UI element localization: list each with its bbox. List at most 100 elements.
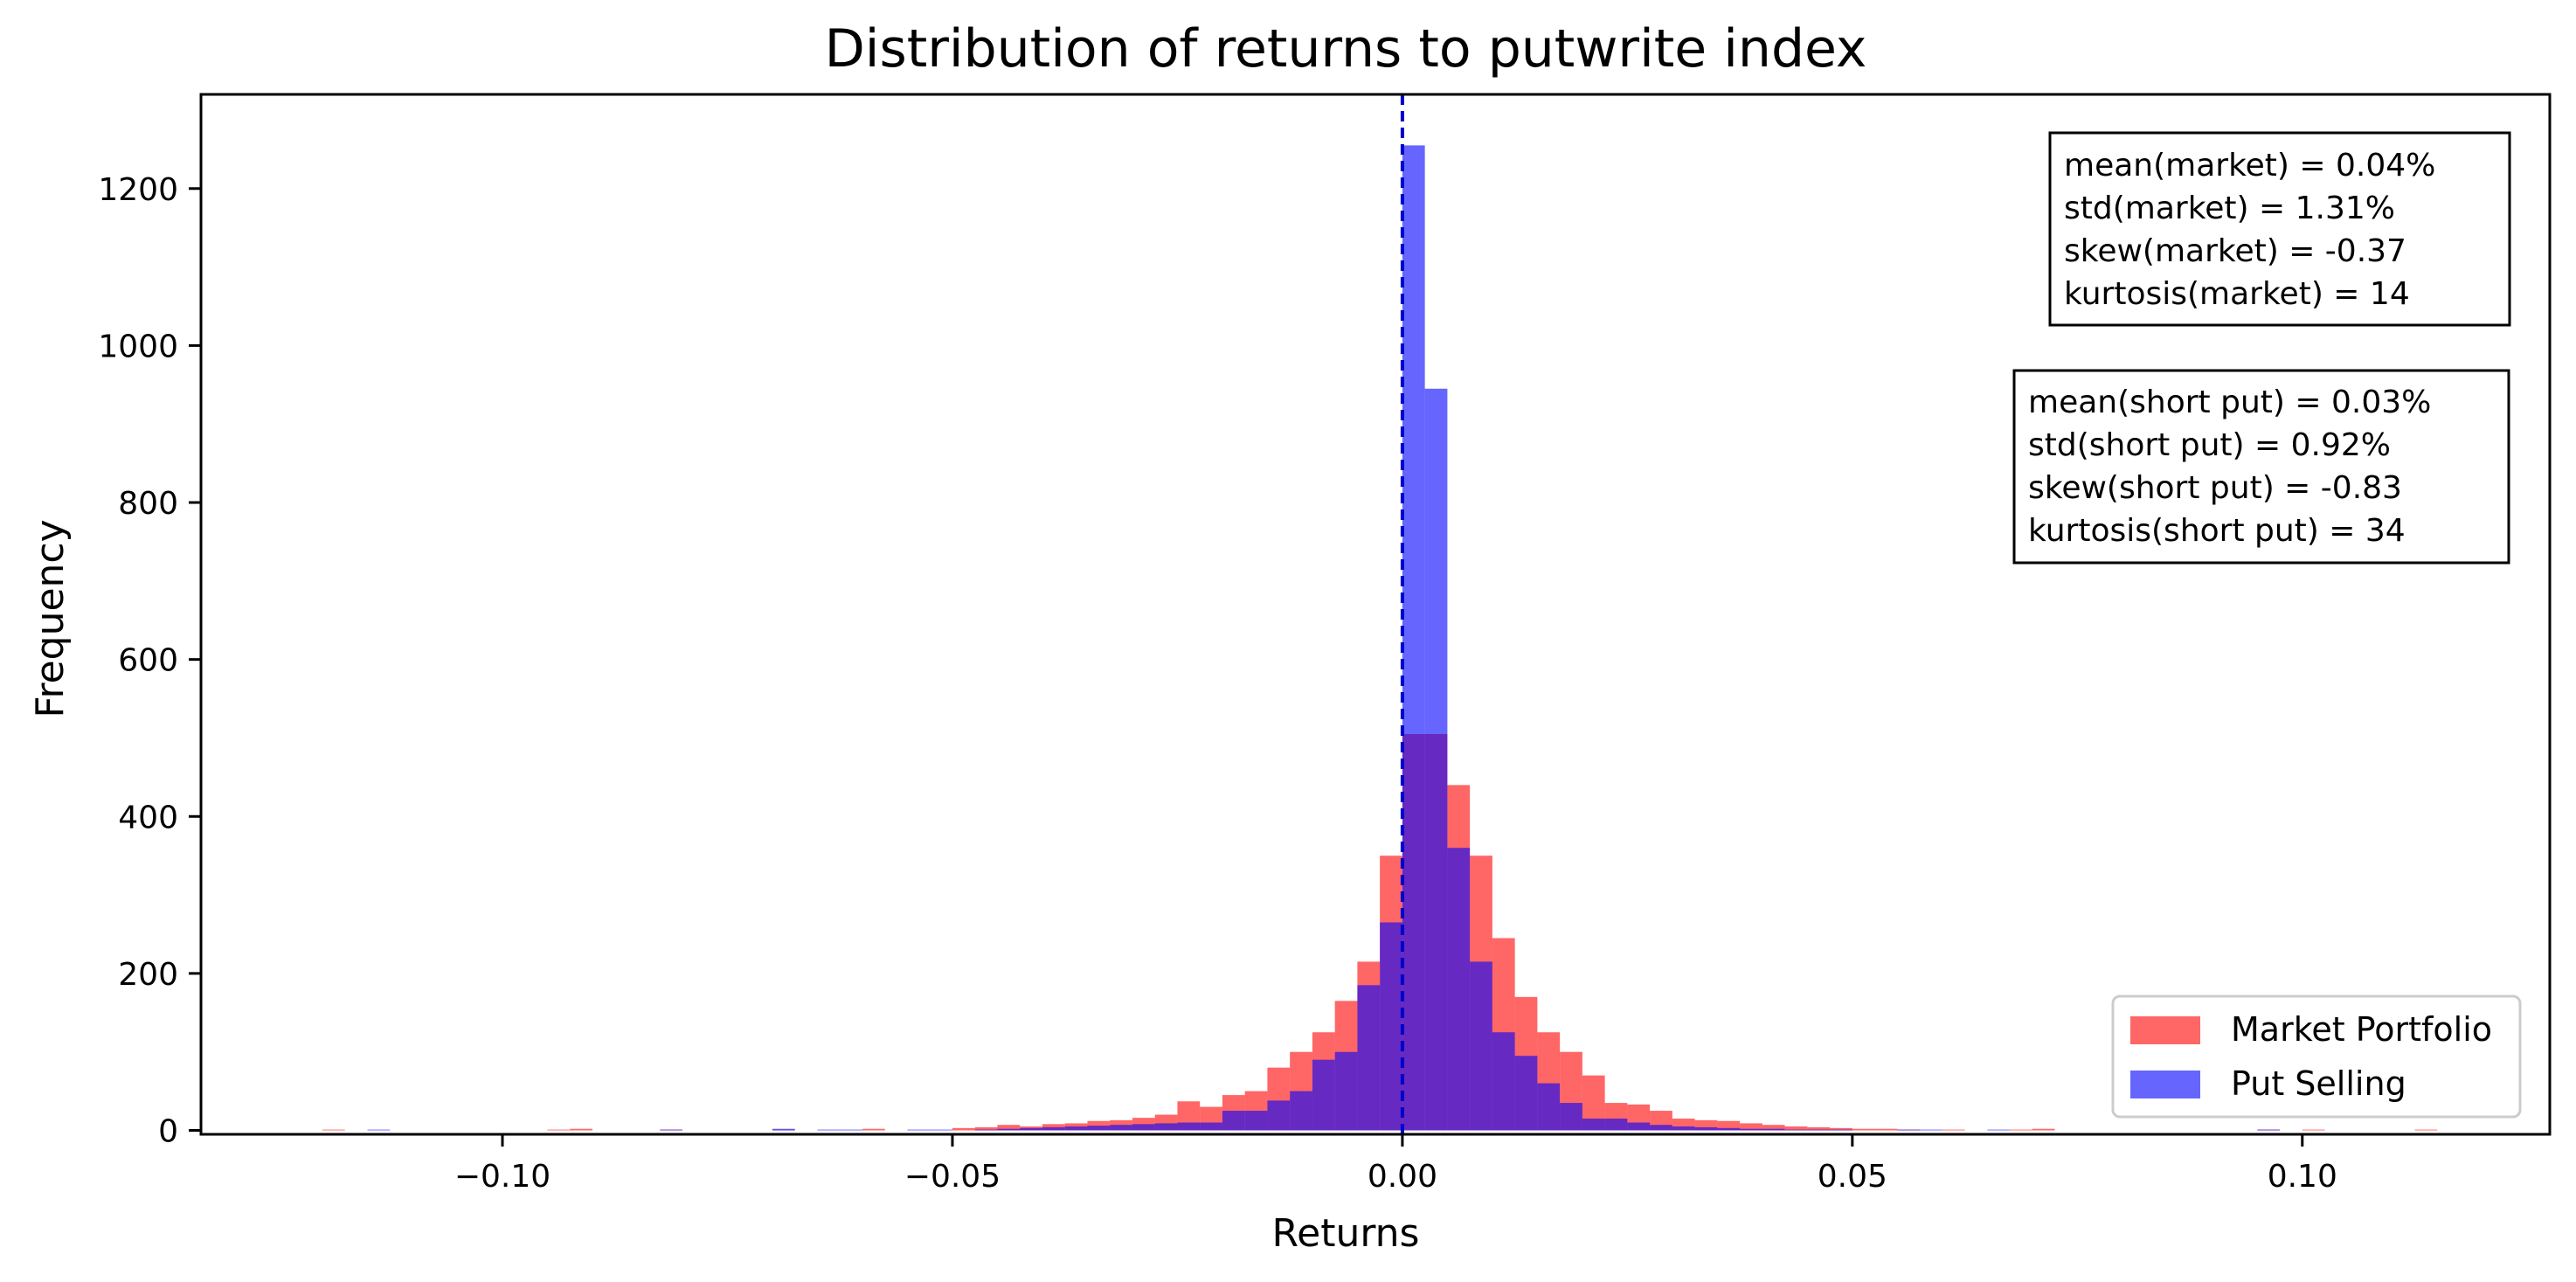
stat-line: std(short put) = 0.92% xyxy=(2028,427,2391,463)
histogram-bar xyxy=(1357,985,1381,1131)
y-axis: 0 200 400 600 800 1000 1200 xyxy=(98,172,201,1150)
histogram-bar xyxy=(1807,1129,1831,1131)
histogram-bar xyxy=(907,1129,931,1131)
histogram-bar xyxy=(1762,1125,1785,1131)
histogram-bar xyxy=(997,1125,1021,1131)
histogram-bar xyxy=(1200,1122,1222,1131)
histogram-bar xyxy=(1717,1120,1741,1131)
stats-box-short-put: mean(short put) = 0.03% std(short put) =… xyxy=(2012,369,2510,565)
histogram-bar xyxy=(322,1129,345,1131)
x-axis-label: Returns xyxy=(1272,1211,1420,1256)
stat-line: kurtosis(short put) = 34 xyxy=(2028,513,2406,549)
histogram-bar xyxy=(1830,1129,1852,1131)
x-tick-label: −0.10 xyxy=(454,1159,551,1195)
histogram-bar xyxy=(1694,1126,1718,1131)
histogram-bar xyxy=(1470,961,1492,1131)
stat-line: kurtosis(market) = 14 xyxy=(2064,276,2410,312)
histogram-bar xyxy=(1672,1126,1695,1131)
histogram-bar xyxy=(862,1128,885,1131)
legend-frame xyxy=(2111,994,2522,1119)
histogram-bar xyxy=(1627,1122,1651,1131)
histogram-bar xyxy=(1762,1128,1785,1131)
histogram-bar xyxy=(2302,1129,2325,1131)
y-tick-label: 200 xyxy=(118,957,178,993)
chart-title: Distribution of returns to putwrite inde… xyxy=(825,18,1867,80)
histogram-bar xyxy=(1447,848,1471,1131)
legend-swatch-market xyxy=(2130,1016,2200,1044)
histogram-bar xyxy=(1290,1091,1312,1131)
plot-frame xyxy=(199,93,2552,1136)
histogram-bar xyxy=(974,1129,998,1131)
histogram-bar xyxy=(1987,1129,2011,1131)
series-put-selling xyxy=(367,145,2281,1131)
stats-box-market: mean(market) = 0.04% std(market) = 1.31%… xyxy=(2048,131,2511,327)
histogram-bar xyxy=(1177,1122,1201,1131)
y-axis-label: Frequency xyxy=(28,519,73,717)
legend-label-put: Put Selling xyxy=(2231,1064,2406,1103)
legend: Market Portfolio Put Selling xyxy=(2111,994,2522,1119)
histogram-bar xyxy=(2010,1129,2032,1131)
y-tick-label: 0 xyxy=(158,1114,178,1150)
stat-line: skew(short put) = -0.83 xyxy=(2028,470,2402,506)
histogram-bar xyxy=(1267,1100,1291,1131)
histogram-bar xyxy=(367,1129,391,1131)
x-tick-label: −0.05 xyxy=(904,1159,1001,1195)
histogram-bar xyxy=(1222,1111,1245,1131)
y-tick-label: 400 xyxy=(118,800,178,835)
histogram-bar xyxy=(1244,1111,1268,1131)
histogram-bar xyxy=(1334,1051,1358,1131)
histogram-bar xyxy=(1132,1124,1155,1131)
histogram-bar xyxy=(660,1129,682,1131)
histogram-bar xyxy=(817,1129,841,1131)
histogram-bar xyxy=(1582,1119,1605,1131)
histogram-bar xyxy=(1380,922,1402,1131)
histogram-bar xyxy=(1402,145,1425,1131)
histogram-bar xyxy=(1560,1103,1582,1131)
histogram-bar xyxy=(1942,1129,1965,1131)
legend-label-market: Market Portfolio xyxy=(2231,1010,2492,1049)
histogram-bar xyxy=(1020,1127,1042,1131)
histogram-bar xyxy=(1064,1126,1088,1131)
histogram-bar xyxy=(1852,1128,1875,1131)
histogram-bar xyxy=(840,1129,862,1131)
histogram-bar xyxy=(2414,1129,2438,1131)
histogram-bar xyxy=(1537,1083,1561,1131)
histogram-bar xyxy=(1154,1123,1178,1131)
x-tick-label: 0.00 xyxy=(1368,1159,1437,1195)
histogram-bar xyxy=(547,1129,571,1131)
histogram-bar xyxy=(1830,1127,1852,1131)
x-axis: −0.10 −0.05 0.00 0.05 0.10 xyxy=(454,1134,2337,1195)
histogram-bar xyxy=(1604,1119,1628,1131)
stat-line: mean(market) = 0.04% xyxy=(2064,148,2435,184)
histogram-bar xyxy=(1042,1126,1065,1131)
histogram-bar xyxy=(2032,1128,2055,1131)
histogram-bar xyxy=(930,1129,952,1131)
histogram-bar xyxy=(772,1128,795,1131)
histogram-bar xyxy=(1514,1056,1538,1131)
histogram-bar xyxy=(1650,1125,1672,1131)
stat-line: std(market) = 1.31% xyxy=(2064,191,2395,226)
histogram-bar xyxy=(1874,1128,1898,1131)
histogram-bar xyxy=(952,1127,975,1131)
histogram-bar xyxy=(1717,1127,1741,1131)
histogram-bar xyxy=(1312,1059,1335,1131)
histogram-bar xyxy=(1087,1126,1111,1131)
histogram-bar xyxy=(974,1126,998,1131)
histogram-bar xyxy=(1424,388,1448,1131)
histogram-bar xyxy=(997,1128,1021,1131)
y-tick-label: 1200 xyxy=(98,172,178,208)
histogram-bar xyxy=(1897,1129,1921,1131)
y-tick-label: 1000 xyxy=(98,329,178,364)
y-tick-label: 800 xyxy=(118,486,178,522)
histogram-bar xyxy=(1492,1032,1515,1131)
histogram-bar xyxy=(1694,1119,1718,1131)
stats-box-short-put-frame xyxy=(2012,369,2510,565)
histogram-bar xyxy=(1740,1128,1762,1131)
histogram-bar xyxy=(1740,1123,1762,1131)
x-tick-label: 0.10 xyxy=(2268,1159,2337,1195)
stat-line: skew(market) = -0.37 xyxy=(2064,233,2406,269)
histogram-bar xyxy=(1807,1126,1831,1131)
y-tick-label: 600 xyxy=(118,643,178,679)
